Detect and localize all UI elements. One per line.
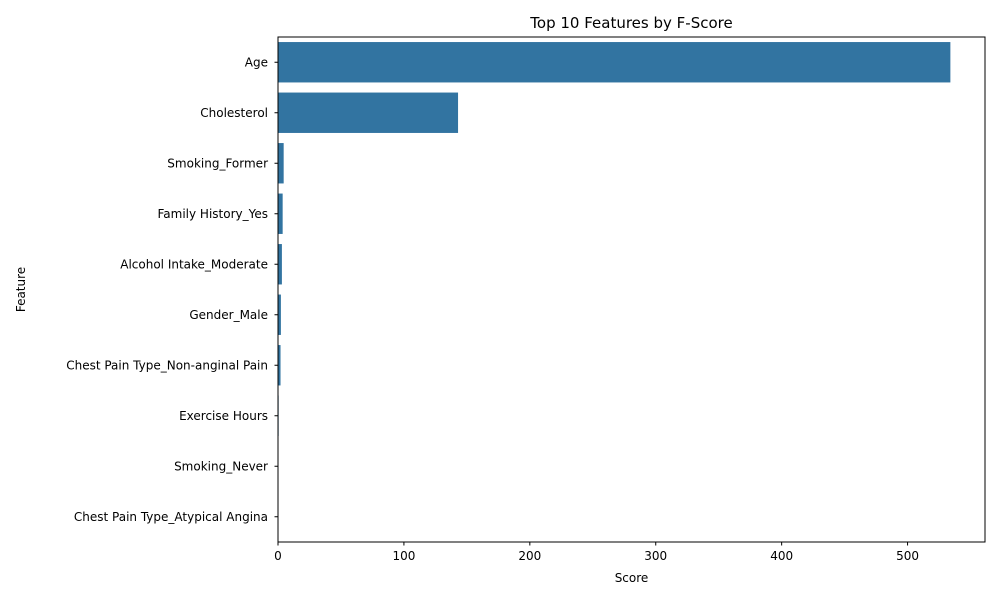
bar-4 <box>278 244 282 285</box>
y-tick-label-0: Age <box>245 55 268 69</box>
bar-3 <box>278 193 283 234</box>
plot-frame <box>277 36 986 543</box>
y-axis-title: Feature <box>14 267 28 312</box>
y-tick-label-6: Chest Pain Type_Non-anginal Pain <box>66 358 268 372</box>
bar-0 <box>278 42 951 83</box>
y-tick-label-9: Chest Pain Type_Atypical Angina <box>74 510 268 524</box>
x-tick-label-5: 500 <box>896 549 919 563</box>
y-tick-label-3: Family History_Yes <box>158 207 269 221</box>
bar-5 <box>278 294 281 335</box>
x-axis-title: Score <box>615 571 649 585</box>
y-tick-label-1: Cholesterol <box>200 106 268 120</box>
bar-1 <box>278 92 459 133</box>
bar-2 <box>278 143 284 184</box>
chart-title: Top 10 Features by F-Score <box>529 14 732 32</box>
y-tick-label-2: Smoking_Former <box>167 156 268 170</box>
x-axis: 0 100 200 300 400 500 <box>274 542 919 563</box>
y-tick-label-8: Smoking_Never <box>174 459 268 473</box>
x-tick-label-0: 0 <box>274 549 282 563</box>
bar-6 <box>278 345 281 386</box>
bars-layer <box>278 42 951 537</box>
x-tick-label-4: 400 <box>770 549 793 563</box>
y-axis: Age Cholesterol Smoking_Former Family Histo… <box>66 55 278 524</box>
y-tick-label-4: Alcohol Intake_Moderate <box>120 257 268 271</box>
y-tick-label-7: Exercise Hours <box>179 409 268 423</box>
y-tick-label-5: Gender_Male <box>189 308 268 322</box>
x-tick-label-1: 100 <box>392 549 415 563</box>
x-tick-label-2: 200 <box>518 549 541 563</box>
x-tick-label-3: 300 <box>644 549 667 563</box>
